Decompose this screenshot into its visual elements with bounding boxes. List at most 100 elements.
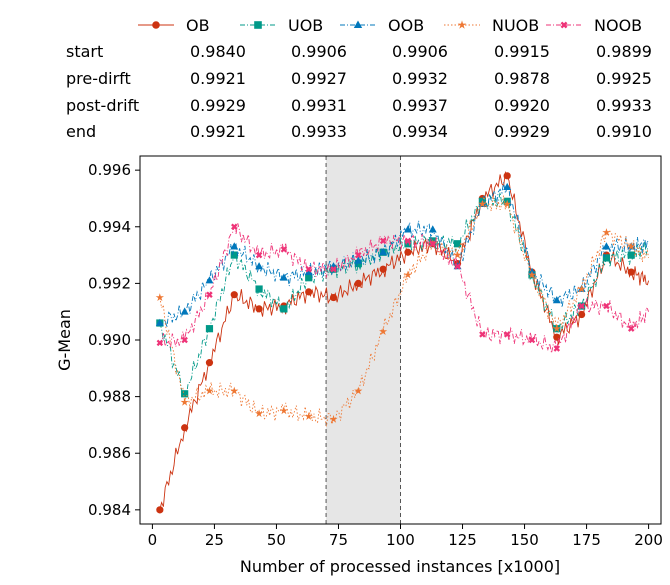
- table-cell: 0.9840: [190, 42, 246, 61]
- data-point-nuob: [403, 270, 413, 279]
- data-point-oob: [602, 242, 611, 250]
- legend-label: OOB: [388, 16, 424, 35]
- data-point-oob: [552, 296, 561, 304]
- data-point-nuob: [552, 324, 561, 333]
- x-tick-label: 125: [448, 531, 477, 549]
- y-tick-label: 0.994: [88, 218, 131, 236]
- table-cell: 0.9915: [494, 42, 550, 61]
- data-point-ob: [156, 506, 164, 514]
- data-point-nuob: [627, 242, 636, 251]
- data-point-ob: [578, 310, 586, 319]
- table-cell: 0.9925: [596, 69, 652, 88]
- table-cell: 0.9921: [190, 69, 246, 88]
- plot-area: [155, 156, 650, 524]
- table-cell: 0.9921: [190, 122, 246, 141]
- data-point-oob: [428, 225, 437, 233]
- x-tick-label: 100: [386, 531, 415, 549]
- data-point-nuob: [453, 250, 462, 259]
- table-cell: 0.9899: [596, 42, 652, 61]
- data-point-noob: [305, 265, 312, 273]
- series-line-ob: [159, 170, 650, 510]
- data-point-oob: [180, 307, 189, 315]
- stats-table: start 0.9840 0.9906 0.9906 0.9915 0.9899 pre-d…: [66, 42, 652, 141]
- table-row-label: end: [66, 122, 96, 141]
- data-point-ob: [503, 172, 511, 180]
- x-tick-label: 0: [148, 531, 158, 549]
- legend-item-uob: UOB: [240, 16, 323, 35]
- data-point-oob: [230, 242, 239, 250]
- series-line-uob: [159, 192, 649, 397]
- table-cell: 0.9878: [494, 69, 550, 88]
- data-point-oob: [354, 256, 363, 264]
- data-point-noob: [528, 336, 536, 344]
- axes: 0 25 50 75 100 125 150 175 200 0.984 0.986 0.988 0.9…: [88, 155, 663, 549]
- data-point-noob: [255, 251, 263, 259]
- series-line-noob: [159, 223, 650, 354]
- data-point-nuob: [329, 414, 338, 423]
- data-point-noob: [627, 325, 635, 332]
- data-point-noob: [553, 345, 561, 352]
- data-point-nuob: [602, 228, 611, 236]
- table-cell: 0.9933: [291, 122, 347, 141]
- data-point-noob: [379, 237, 387, 245]
- drift-region: [326, 156, 401, 524]
- data-point-noob: [429, 240, 436, 247]
- series-ob: [156, 170, 650, 514]
- table-cell: 0.9910: [596, 122, 652, 141]
- y-tick-label: 0.990: [88, 331, 131, 349]
- x-axis-label: Number of processed instances [x1000]: [240, 557, 560, 576]
- data-point-uob: [280, 305, 288, 313]
- legend-label: NOOB: [594, 16, 642, 35]
- data-point-noob: [479, 331, 486, 338]
- data-point-ob: [305, 288, 313, 296]
- table-cell: 0.9906: [291, 42, 347, 61]
- data-point-oob: [304, 267, 313, 275]
- table-cell: 0.9931: [291, 96, 347, 115]
- data-point-oob: [155, 318, 164, 326]
- series-nuob: [155, 195, 650, 427]
- data-point-oob: [503, 182, 512, 191]
- y-tick-label: 0.996: [88, 161, 131, 179]
- y-tick-label: 0.986: [88, 444, 131, 462]
- data-point-nuob: [527, 270, 537, 279]
- data-point-nuob: [478, 199, 487, 208]
- legend-marker: [560, 21, 568, 29]
- data-point-nuob: [155, 293, 164, 301]
- data-point-ob: [181, 424, 189, 432]
- data-point-oob: [379, 247, 388, 256]
- data-point-oob: [279, 273, 288, 281]
- table-row-label: pre-dirft: [66, 69, 131, 88]
- legend-marker: [457, 20, 467, 29]
- table-cell: 0.9920: [494, 96, 550, 115]
- data-point-ob: [329, 293, 338, 302]
- data-point-ob: [627, 268, 635, 276]
- legend-item-noob: NOOB: [546, 16, 642, 35]
- legend-marker: [353, 20, 363, 29]
- y-tick-label: 0.984: [88, 501, 131, 519]
- data-point-nuob: [354, 386, 363, 395]
- data-point-uob: [305, 274, 313, 282]
- data-point-uob: [255, 285, 263, 293]
- data-point-uob: [181, 390, 189, 398]
- table-cell: 0.9934: [392, 122, 448, 141]
- data-point-uob: [602, 254, 611, 262]
- legend: OB UOB OOB NUOB NOOB: [138, 16, 642, 35]
- x-tick-label: 75: [329, 531, 348, 549]
- data-point-ob: [354, 279, 362, 287]
- x-tick-label: 150: [510, 531, 539, 549]
- data-point-oob: [255, 262, 264, 270]
- table-cell: 0.9933: [596, 96, 652, 115]
- data-point-noob: [355, 251, 362, 259]
- data-point-noob: [454, 263, 461, 270]
- series-noob: [156, 223, 650, 354]
- data-point-noob: [404, 237, 412, 245]
- legend-marker: [152, 21, 160, 29]
- legend-label: OB: [186, 16, 210, 35]
- data-point-nuob: [205, 386, 214, 395]
- legend-label: UOB: [288, 16, 323, 35]
- data-point-nuob: [577, 284, 586, 293]
- data-point-noob: [503, 331, 511, 338]
- data-point-ob: [205, 359, 214, 367]
- data-point-uob: [627, 251, 635, 259]
